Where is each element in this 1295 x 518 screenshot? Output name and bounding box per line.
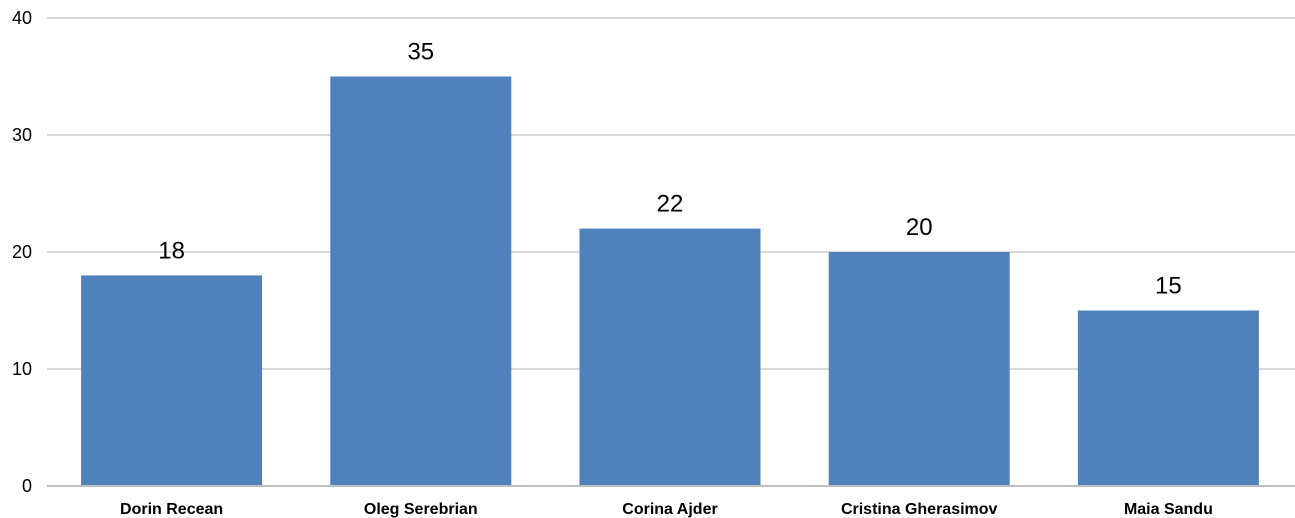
data-label: 35 bbox=[407, 39, 434, 66]
x-tick-label: Cristina Gherasimov bbox=[841, 501, 998, 518]
y-tick-label: 0 bbox=[22, 476, 32, 496]
y-tick-label: 40 bbox=[12, 8, 32, 28]
bar bbox=[330, 76, 512, 486]
bar bbox=[81, 275, 263, 486]
data-label: 22 bbox=[657, 191, 684, 218]
x-tick-label: Corina Ajder bbox=[622, 501, 717, 518]
y-tick-label: 20 bbox=[12, 242, 32, 262]
bar bbox=[828, 252, 1010, 486]
bar bbox=[579, 228, 761, 486]
data-label: 15 bbox=[1155, 273, 1182, 300]
bar bbox=[1077, 310, 1259, 486]
x-tick-label: Maia Sandu bbox=[1124, 501, 1213, 518]
data-label: 20 bbox=[906, 214, 933, 241]
y-tick-label: 30 bbox=[12, 125, 32, 145]
bar-layer bbox=[81, 76, 1259, 486]
label-layer: 18 35 22 20 15 bbox=[158, 39, 1182, 300]
x-tick-label: Oleg Serebrian bbox=[364, 501, 478, 518]
data-label: 18 bbox=[158, 237, 185, 264]
x-tick-label: Dorin Recean bbox=[120, 501, 223, 518]
y-tick-label: 10 bbox=[12, 359, 32, 379]
axis-layer: 0 10 20 30 40 Dorin Recean Oleg Serebrian Corin… bbox=[12, 8, 1295, 518]
